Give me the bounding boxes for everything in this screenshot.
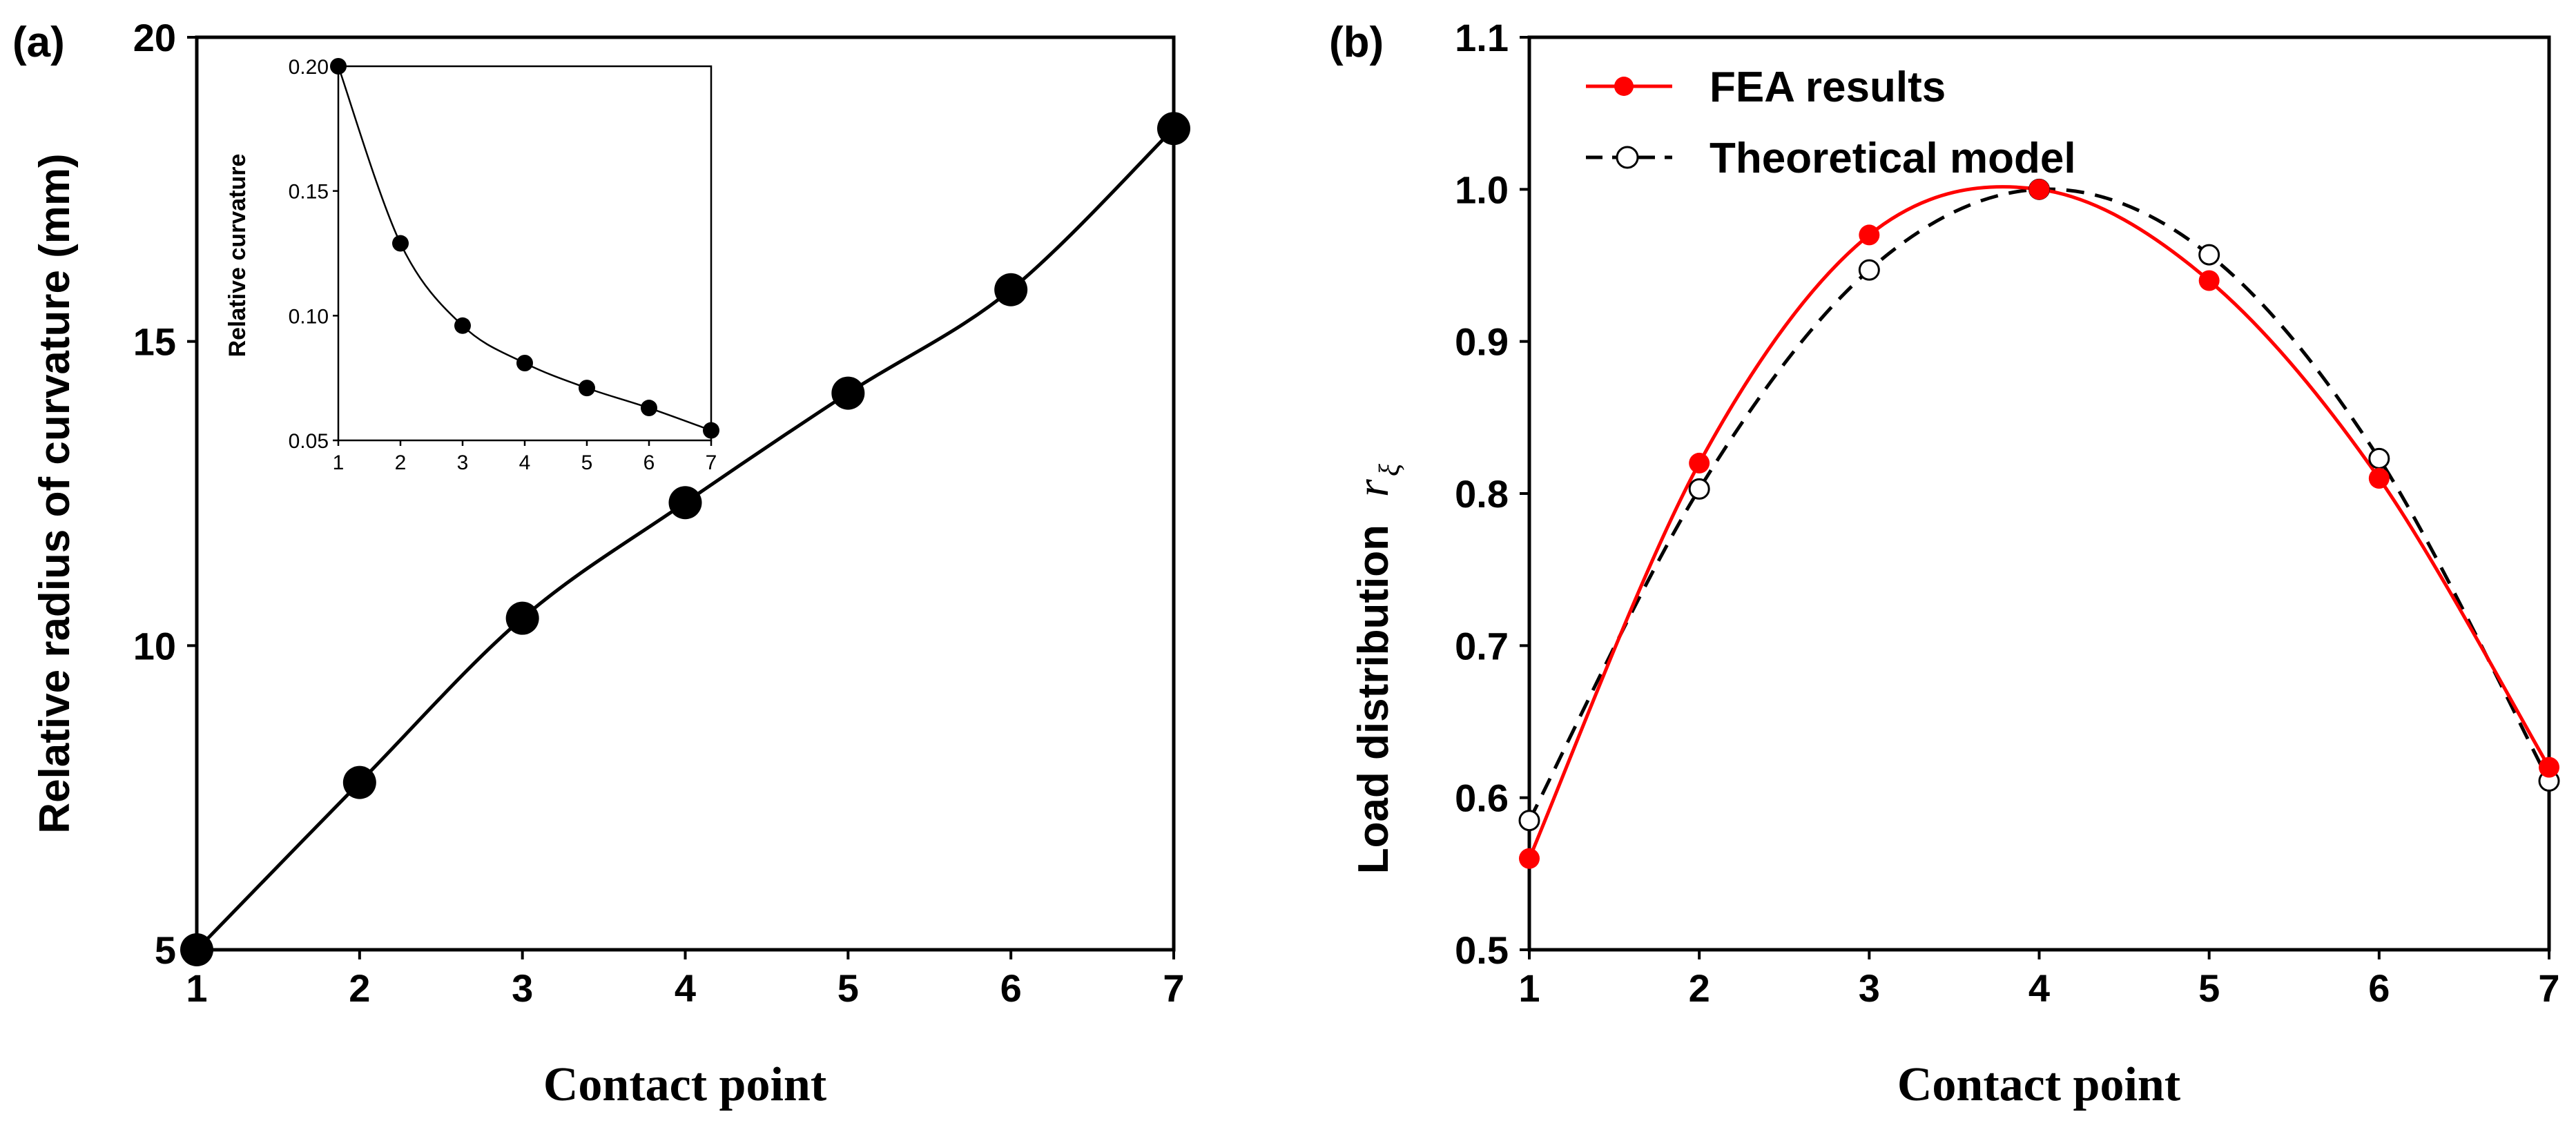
panel-b-y-tick-label: 0.9 — [1455, 320, 1509, 364]
panel-b-y-axis-title-group: Load distribution r ξ — [1348, 464, 1406, 874]
inset-data-point — [641, 400, 657, 417]
panel-b-y-tick-label: 0.8 — [1455, 472, 1509, 516]
inset-plot-frame — [337, 65, 713, 442]
panel-b-y-tick-label: 1.1 — [1455, 16, 1509, 59]
inset-y-ticks: 0.05 0.10 0.15 0.20 — [289, 56, 338, 453]
panel-b-theory-point — [1518, 810, 1540, 832]
panel-a-y-tick-label: 10 — [133, 624, 176, 667]
inset-y-tick-label: 0.05 — [289, 430, 329, 453]
panel-a-x-tick-label: 1 — [186, 966, 207, 1010]
inset-x-tick-label: 5 — [581, 451, 593, 474]
inset-y-tick-label: 0.10 — [289, 305, 329, 328]
inset-data-point — [579, 380, 595, 397]
inset-y-tick-label: 0.15 — [289, 181, 329, 204]
panel-a-inset: 1 2 3 4 5 6 7 0.05 0.10 0.15 0.20 Relative curvat… — [224, 56, 719, 474]
panel-a-y-tick-label: 5 — [155, 928, 176, 972]
panel-b-x-tick-label: 3 — [1859, 966, 1880, 1010]
panel-a-y-tick-label: 15 — [133, 320, 176, 364]
panel-b-theory-markers — [1518, 178, 2560, 832]
panel-b-label: (b) — [1329, 19, 1384, 66]
legend-theory-marker — [1616, 146, 1639, 169]
inset-x-tick-label: 2 — [395, 451, 407, 474]
panel-b-fea-point — [2028, 179, 2050, 200]
panel-a-data-point — [994, 273, 1028, 306]
panel-b-fea-point — [1859, 224, 1880, 246]
inset-data-point — [516, 354, 533, 371]
panel-b-y-axis-title: Load distribution — [1350, 525, 1397, 874]
panel-b: (b) 1 2 3 4 5 6 7 0.5 0.6 0.7 0.8 0.9 1.0 1.1 Contac… — [1329, 16, 2560, 1111]
panel-a-x-tick-label: 4 — [675, 966, 696, 1010]
panel-b-y-axis-subscript: ξ — [1374, 464, 1406, 476]
panel-a-x-tick-label: 3 — [512, 966, 533, 1010]
panel-b-theory-point — [1688, 478, 1710, 500]
inset-markers — [330, 58, 719, 439]
panel-b-fea-point — [1519, 848, 1540, 869]
inset-y-tick-label: 0.20 — [289, 56, 329, 79]
panel-b-y-ticks: 0.5 0.6 0.7 0.8 0.9 1.0 1.1 — [1455, 16, 1529, 972]
legend-theory-label: Theoretical model — [1710, 135, 2076, 182]
inset-data-point — [703, 422, 719, 439]
panel-b-x-tick-label: 2 — [1689, 966, 1710, 1010]
panel-a-data-point — [180, 933, 213, 966]
panel-b-fea-markers — [1519, 179, 2559, 869]
inset-data-point — [330, 58, 347, 75]
inset-x-tick-label: 6 — [643, 451, 655, 474]
panel-a-x-axis-title: Contact point — [543, 1058, 826, 1111]
panel-b-fea-line — [1527, 185, 2551, 859]
inset-x-ticks: 1 2 3 4 5 6 7 — [333, 440, 717, 474]
panel-a-label: (a) — [12, 19, 65, 66]
panel-b-x-axis-title: Contact point — [1897, 1058, 2180, 1111]
panel-b-y-tick-label: 1.0 — [1455, 168, 1509, 211]
panel-a-y-tick-label: 20 — [133, 16, 176, 59]
inset-data-point — [392, 235, 409, 252]
panel-b-fea-point — [2198, 270, 2220, 291]
legend-fea-label: FEA results — [1710, 64, 1946, 111]
panel-a-y-ticks: 5 10 15 20 — [133, 16, 197, 972]
panel-b-y-tick-label: 0.6 — [1455, 777, 1509, 820]
panel-b-legend: FEA results Theoretical model — [1586, 64, 2076, 182]
legend-fea-marker — [1614, 77, 1634, 96]
panel-a-y-axis-title: Relative radius of curvature (mm) — [31, 153, 79, 833]
panel-b-fea-point — [2368, 467, 2390, 489]
panel-b-fea-point — [1689, 452, 1710, 474]
inset-data-point — [454, 317, 471, 334]
inset-x-tick-label: 1 — [333, 451, 345, 474]
inset-x-tick-label: 7 — [706, 451, 717, 474]
panel-b-x-tick-label: 5 — [2198, 966, 2220, 1010]
panel-a-data-point — [1157, 112, 1190, 146]
panel-a-data-point — [505, 601, 539, 635]
panel-a-data-point — [831, 376, 865, 410]
panel-b-theory-point — [1858, 259, 1880, 281]
panel-b-x-tick-label: 4 — [2028, 966, 2050, 1010]
panel-a-x-tick-label: 5 — [837, 966, 859, 1010]
panel-a-data-point — [342, 765, 376, 799]
inset-y-axis-title: Relative curvature — [224, 154, 251, 358]
panel-a-data-point — [668, 486, 702, 520]
panel-b-y-tick-label: 0.7 — [1455, 624, 1509, 667]
panel-b-y-tick-label: 0.5 — [1455, 928, 1509, 972]
panel-a-x-tick-label: 7 — [1163, 966, 1184, 1010]
panel-b-theory-point — [2198, 244, 2220, 266]
panel-b-x-tick-label: 6 — [2368, 966, 2390, 1010]
panel-a-x-tick-label: 6 — [1000, 966, 1022, 1010]
panel-b-x-ticks: 1 2 3 4 5 6 7 — [1518, 950, 2560, 1010]
panel-a-x-ticks: 1 2 3 4 5 6 7 — [186, 950, 1185, 1010]
inset-x-tick-label: 4 — [519, 451, 531, 474]
panel-b-fea-point — [2539, 757, 2559, 778]
panel-b-theory-point — [2368, 447, 2390, 469]
inset-x-tick-label: 3 — [457, 451, 469, 474]
panel-b-x-tick-label: 1 — [1518, 966, 1540, 1010]
panel-b-y-axis-symbol: r — [1348, 479, 1398, 497]
panel-a-x-tick-label: 2 — [349, 966, 370, 1010]
panel-a-markers — [180, 112, 1190, 966]
panel-b-x-tick-label: 7 — [2538, 966, 2559, 1010]
